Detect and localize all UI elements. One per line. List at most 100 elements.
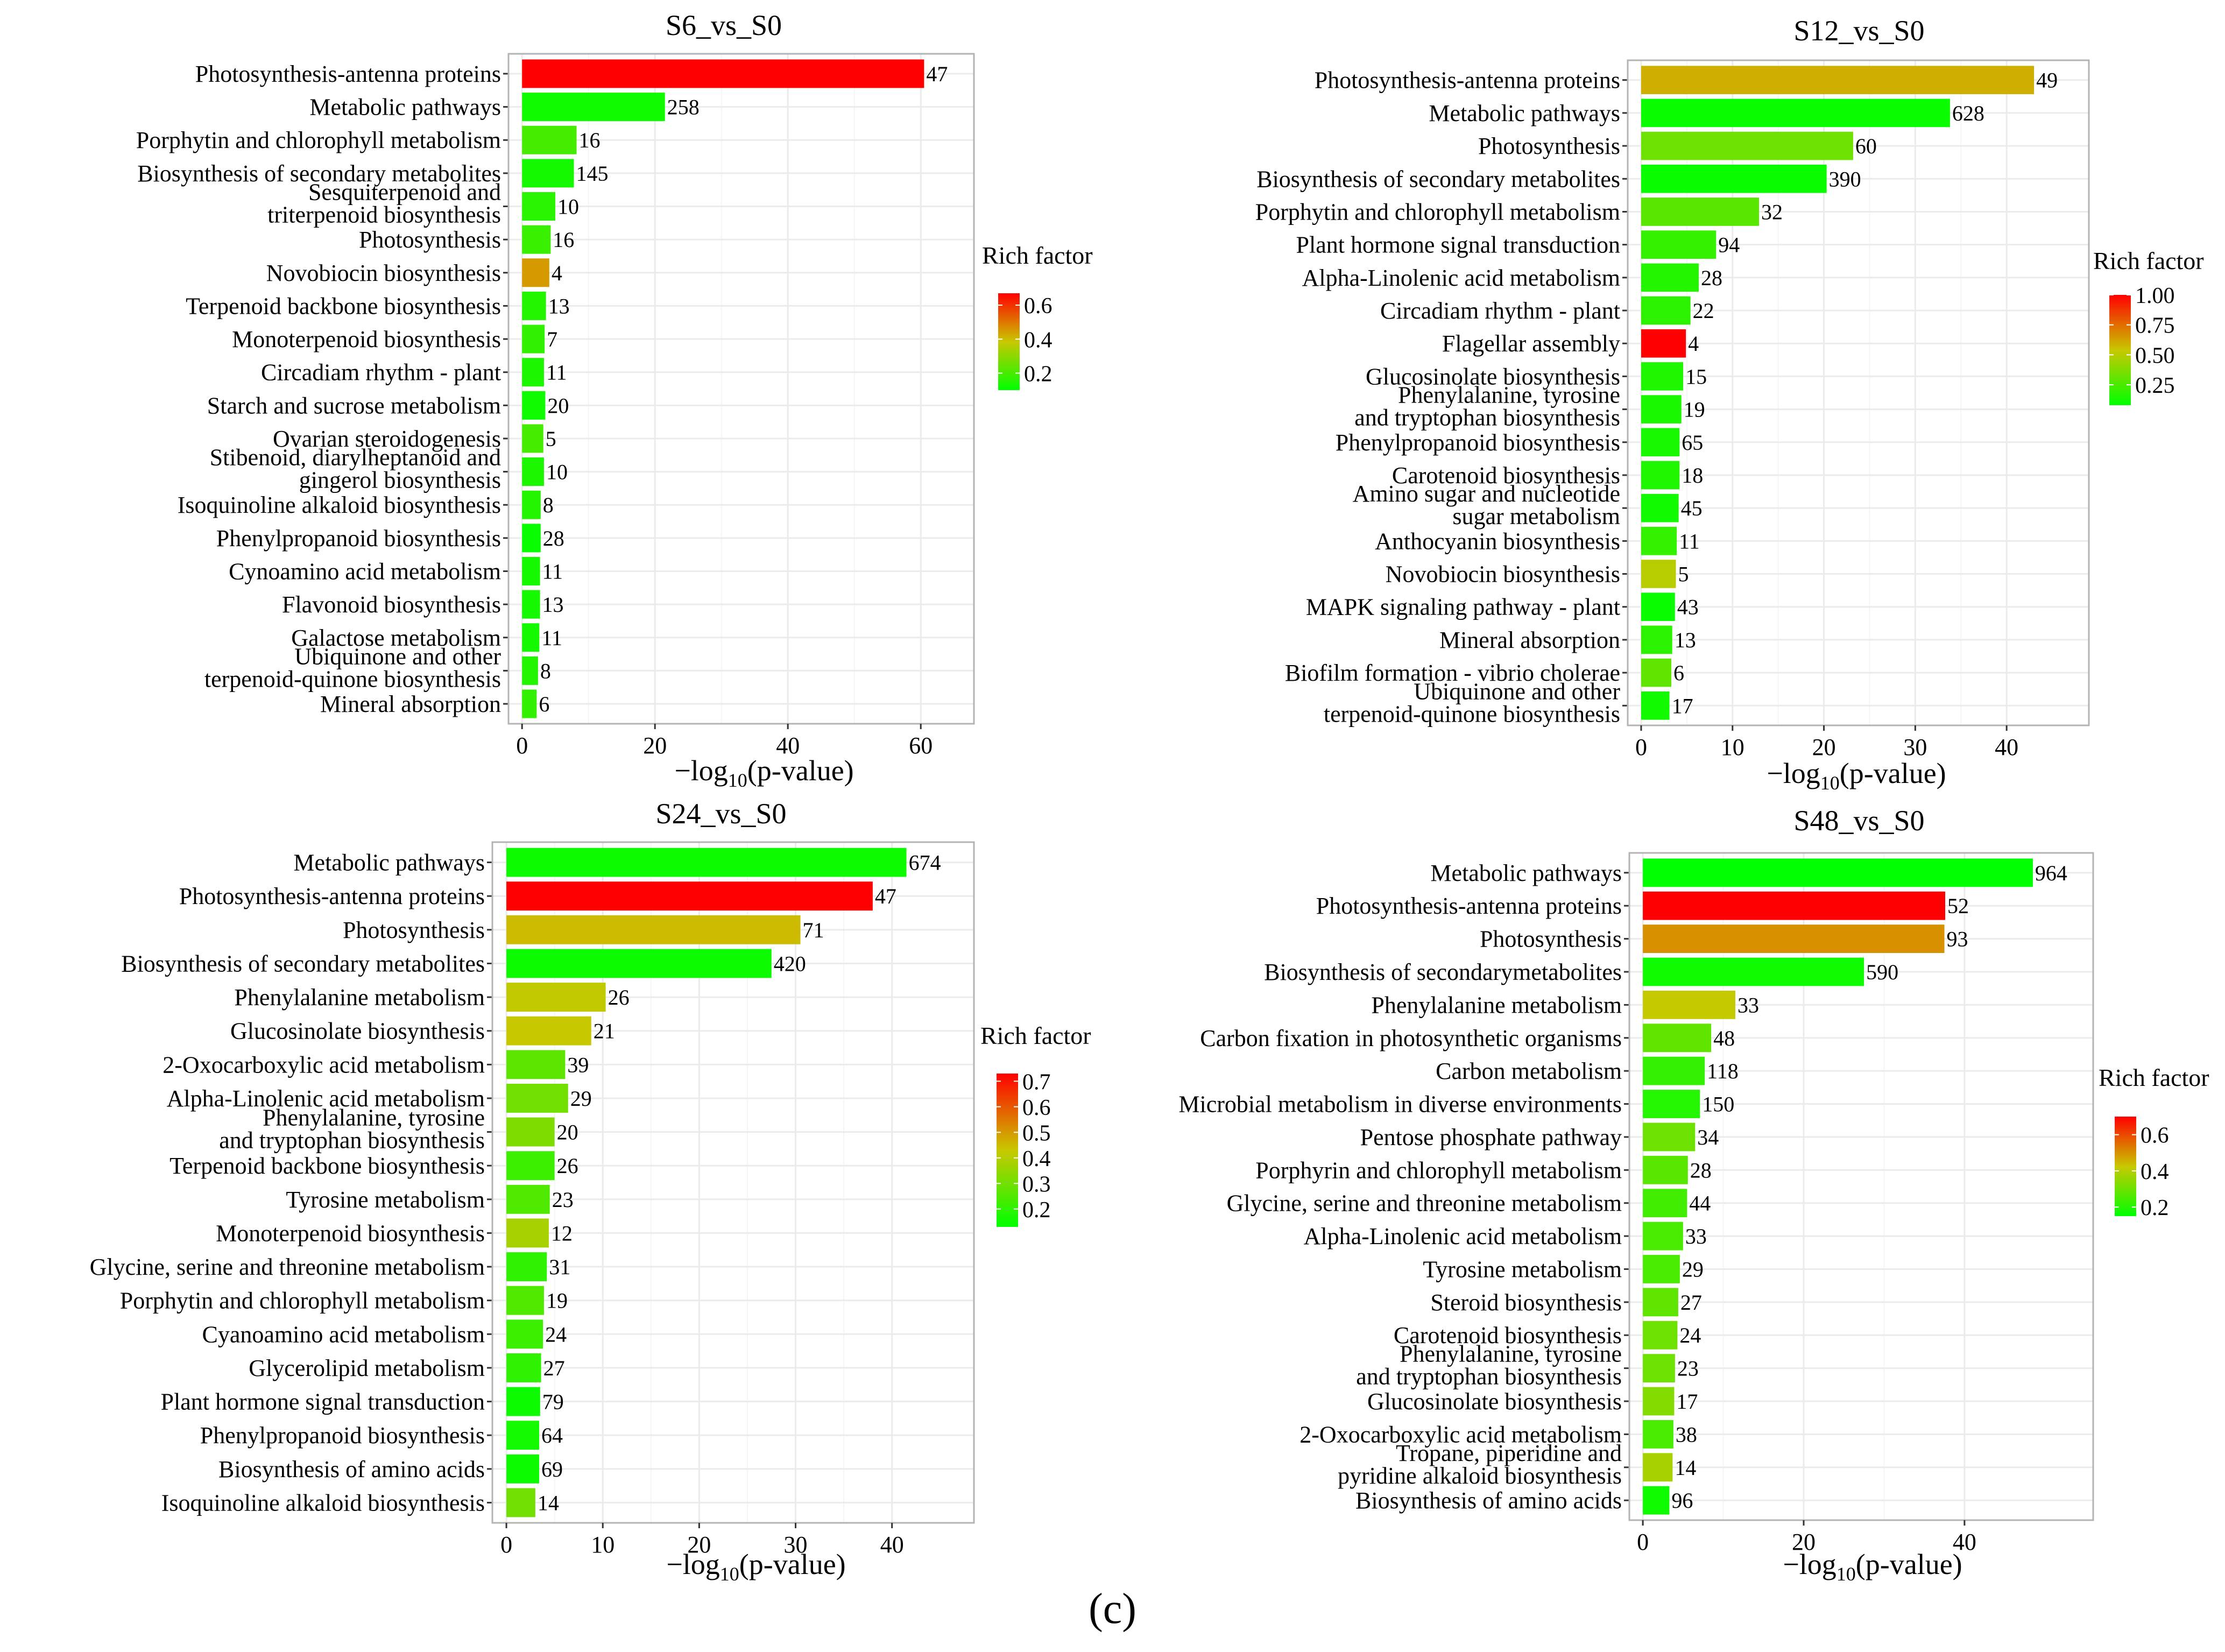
bar	[506, 1353, 541, 1382]
bar-count-label: 150	[1702, 1092, 1734, 1117]
legend-tick-label: 0.4	[1024, 328, 1053, 352]
bar	[522, 192, 555, 221]
bar	[522, 391, 546, 420]
chart-S24_vs_S0: S24_vs_S0 674 Metabolic pathways 47 Photosyn…	[90, 797, 1091, 1585]
legend-title: Rich factor	[980, 1022, 1091, 1049]
legend: Rich factor 0.6 0.4 0.2	[982, 242, 1093, 390]
category-label: Tyrosine metabolism	[286, 1187, 485, 1213]
category-label: and tryptophan biosynthesis	[219, 1127, 485, 1154]
bar-count-label: 11	[546, 361, 567, 385]
bar	[522, 291, 546, 320]
category-label: Photosynthesis	[1478, 133, 1620, 159]
category-label: Ubiquinone and other	[294, 643, 501, 669]
bar-count-label: 5	[1678, 562, 1689, 587]
bar	[506, 1117, 555, 1147]
bar	[1641, 527, 1677, 555]
bar-count-label: 21	[594, 1019, 615, 1043]
bar	[522, 159, 574, 188]
category-label: pyridine alkaloid biosynthesis	[1338, 1463, 1622, 1489]
x-axis-title-rest: (p-value)	[747, 754, 854, 787]
bar-count-label: 48	[1713, 1026, 1735, 1050]
bar-count-label: 28	[1701, 266, 1722, 290]
plot-frame	[491, 841, 975, 1524]
bar-count-label: 39	[567, 1053, 589, 1077]
x-tick-label: 0	[1635, 734, 1647, 760]
category-label: Circadiam rhythm - plant	[1380, 298, 1620, 324]
bar	[1641, 658, 1671, 687]
category-label: Isoquinoline alkaloid biosynthesis	[178, 492, 501, 518]
category-label: Photosynthesis-antenna proteins	[179, 883, 485, 909]
legend-tick-label: 0.2	[2141, 1196, 2169, 1220]
category-label: Carotenoid biosynthesis	[1394, 1322, 1622, 1349]
bar-count-label: 23	[1677, 1357, 1699, 1381]
legend-tick-label: 0.6	[2141, 1124, 2169, 1148]
bar-count-label: 20	[557, 1120, 578, 1145]
bar-count-label: 15	[1685, 364, 1707, 389]
category-label: Photosynthesis-antenna proteins	[1315, 67, 1620, 94]
x-tick-label: 20	[1812, 734, 1836, 760]
bar-count-label: 4	[1688, 331, 1699, 356]
legend-tick-label: 0.4	[2141, 1160, 2169, 1184]
category-label: Cyanoamino acid metabolism	[202, 1321, 485, 1347]
bar	[506, 1488, 535, 1517]
legend-colorbar	[998, 293, 1020, 390]
category-label: Anthocyanin biosynthesis	[1375, 528, 1620, 554]
bar	[506, 1050, 566, 1079]
legend-tick-label: 0.7	[1022, 1070, 1051, 1095]
bar-count-label: 145	[576, 161, 609, 186]
category-label: and tryptophan biosynthesis	[1354, 405, 1620, 431]
x-axis-title: −log10(p-value)	[666, 1548, 845, 1585]
category-label: Photosynthesis	[359, 227, 501, 253]
bar-count-label: 258	[667, 95, 700, 119]
bar-count-label: 22	[1693, 299, 1714, 323]
category-label: Photosynthesis-antenna proteins	[195, 61, 501, 87]
bar	[1641, 263, 1699, 292]
chart-title: S12_vs_S0	[1793, 15, 1924, 47]
bar-count-label: 628	[1952, 101, 1984, 125]
category-label: 2-Oxocarboxylic acid metabolism	[163, 1051, 485, 1078]
plot-panel	[508, 54, 974, 724]
bar	[1643, 1321, 1678, 1350]
x-axis-title-main: −log	[1767, 757, 1820, 789]
category-label: Biofilm formation - vibrio cholerae	[1285, 660, 1620, 686]
x-axis-title-main: −log	[674, 754, 727, 787]
category-label: Ovarian steroidogenesis	[273, 426, 501, 452]
bar	[506, 1421, 539, 1450]
category-label: Phenylalanine, tyrosine	[1398, 382, 1620, 408]
bar	[506, 848, 907, 877]
category-label: Terpenoid backbone biosynthesis	[186, 293, 501, 319]
bar-count-label: 6	[539, 692, 549, 716]
category-label: Glycine, serine and threonine metabolism	[1227, 1190, 1622, 1217]
bar-count-label: 38	[1676, 1422, 1697, 1446]
category-label: Photosynthesis-antenna proteins	[1316, 893, 1622, 919]
x-tick-label: 0	[516, 732, 528, 759]
bar	[1641, 164, 1827, 193]
bar	[522, 590, 540, 619]
bar-count-label: 47	[875, 884, 896, 908]
plot-frame	[1627, 59, 2090, 726]
bar	[1643, 1387, 1675, 1416]
bar-count-label: 71	[803, 918, 824, 942]
bar-count-label: 10	[557, 195, 579, 219]
category-label: Porphytin and chlorophyll metabolism	[1255, 199, 1620, 225]
bar	[1641, 296, 1691, 325]
legend-tick-label: 0.6	[1022, 1096, 1051, 1120]
legend-tick-label: 0.25	[2135, 373, 2175, 398]
bar-count-label: 11	[541, 626, 562, 650]
bar-count-label: 27	[1680, 1290, 1702, 1315]
bar	[506, 1319, 543, 1349]
bar-count-label: 52	[1947, 894, 1969, 918]
legend-tick-label: 0.2	[1024, 362, 1053, 386]
bar-count-label: 44	[1689, 1191, 1711, 1216]
bar-count-label: 28	[1690, 1158, 1712, 1182]
legend-tick-label: 1.00	[2135, 284, 2175, 308]
bar	[506, 1151, 555, 1181]
bar-count-label: 13	[542, 592, 564, 617]
bar-count-label: 4	[552, 261, 562, 285]
bar	[522, 324, 545, 354]
category-label: triterpenoid biosynthesis	[267, 202, 501, 228]
category-label: Alpha-Linolenic acid metabolism	[1302, 265, 1620, 291]
bar-count-label: 79	[542, 1390, 564, 1414]
legend-tick-label: 0.75	[2135, 314, 2175, 338]
